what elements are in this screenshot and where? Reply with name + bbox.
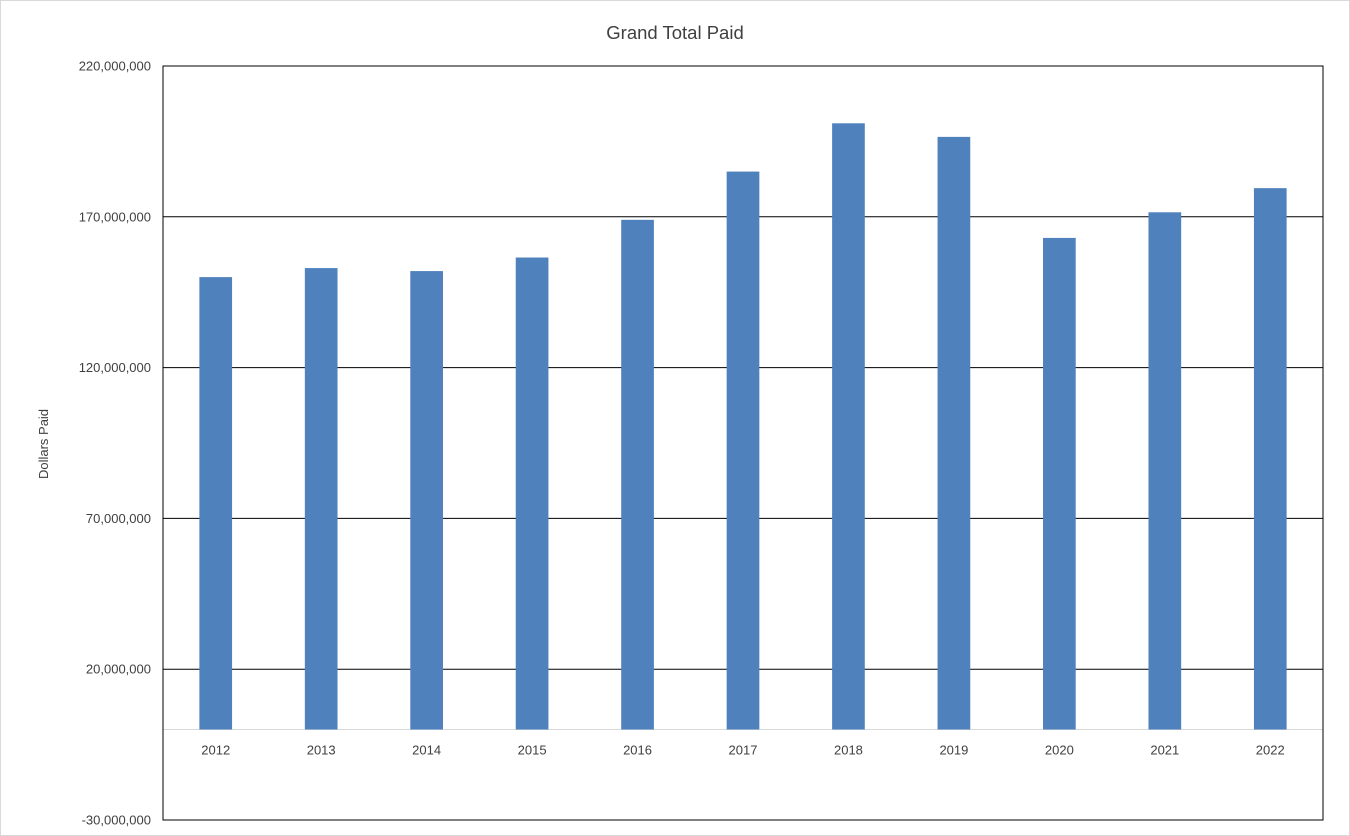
x-tick-label: 2013 [307,743,336,758]
bar-2012 [199,277,233,730]
x-tick-label: 2012 [201,743,230,758]
bar-2019 [937,136,971,730]
bar-2013 [304,268,338,730]
x-tick-label: 2022 [1256,743,1285,758]
y-axis-ticks: 220,000,000 170,000,000 120,000,000 70,000,… [79,59,151,828]
x-tick-label: 2014 [412,743,441,758]
y-tick-label: 20,000,000 [86,662,151,677]
y-tick-label: 220,000,000 [79,59,151,74]
y-tick-label: 70,000,000 [86,511,151,526]
bar-2014 [410,271,443,730]
chart-title: Grand Total Paid [606,22,743,43]
y-tick-label: 120,000,000 [79,360,151,375]
x-tick-label: 2020 [1045,743,1074,758]
bar-2020 [1043,237,1076,730]
y-axis-label: Dollars Paid [36,409,51,479]
x-tick-label: 2016 [623,743,652,758]
bar-2016 [621,219,654,730]
bar-2018 [832,123,865,730]
bar-2017 [726,171,760,730]
bars [199,123,1287,730]
bar-2015 [515,257,549,730]
y-tick-label: -30,000,000 [82,813,151,828]
x-tick-label: 2019 [939,743,968,758]
x-tick-label: 2015 [518,743,547,758]
x-tick-label: 2018 [834,743,863,758]
y-tick-label: 170,000,000 [79,209,151,224]
bar-2022 [1253,188,1287,730]
x-tick-label: 2021 [1150,743,1179,758]
x-tick-label: 2017 [729,743,758,758]
bar-2021 [1148,212,1182,730]
x-axis-ticks: 2012 2013 2014 2015 2016 2017 2018 2019 2020 2021… [201,743,1284,758]
plot-border [162,65,1324,821]
